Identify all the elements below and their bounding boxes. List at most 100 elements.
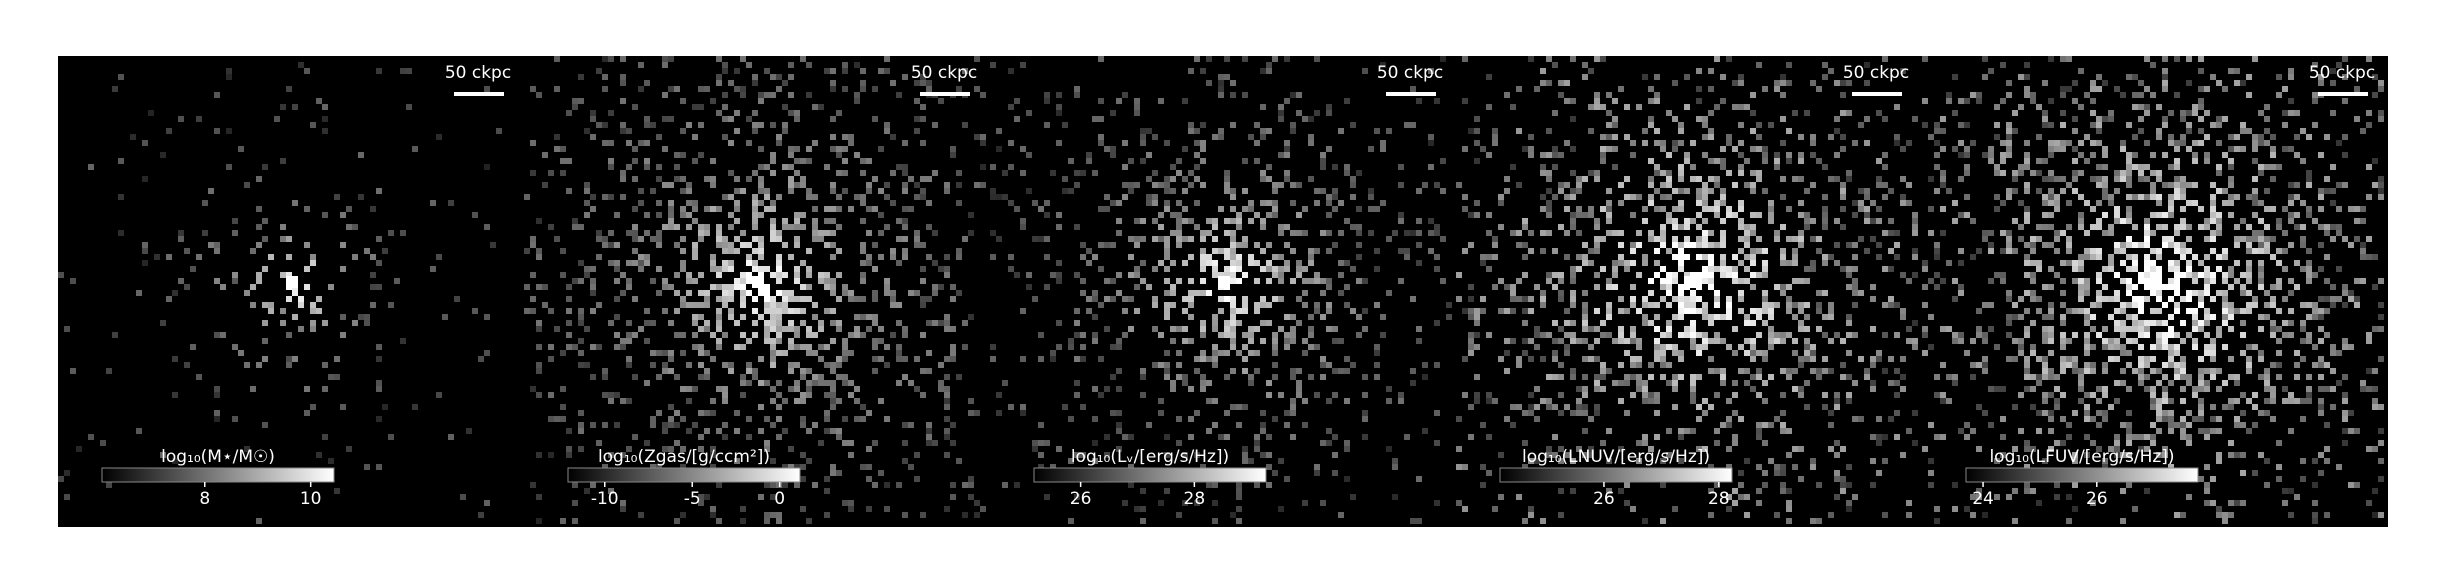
pixel <box>806 284 812 290</box>
pixel <box>2258 248 2264 254</box>
pixel <box>1188 122 1194 128</box>
pixel <box>578 314 584 320</box>
pixel <box>806 350 812 356</box>
pixel <box>1762 440 1768 446</box>
pixel <box>1940 362 1946 368</box>
pixel <box>1528 356 1534 362</box>
pixel <box>1828 410 1834 416</box>
pixel <box>2108 338 2114 344</box>
pixel <box>1894 380 1900 386</box>
pixel <box>1756 170 1762 176</box>
pixel <box>1744 278 1750 284</box>
pixel <box>1982 368 1988 374</box>
pixel <box>1744 158 1750 164</box>
pixel <box>1320 158 1326 164</box>
pixel <box>1964 506 1970 512</box>
pixel <box>746 242 752 248</box>
pixel <box>968 494 974 500</box>
pixel <box>2264 290 2270 296</box>
pixel <box>1888 416 1894 422</box>
pixel <box>1350 308 1356 314</box>
pixel <box>1086 158 1092 164</box>
pixel <box>2240 500 2246 506</box>
pixel <box>1940 230 1946 236</box>
pixel <box>1362 410 1368 416</box>
pixel <box>860 416 866 422</box>
pixel <box>2270 296 2276 302</box>
pixel <box>2018 200 2024 206</box>
pixel <box>1678 224 1684 230</box>
pixel <box>560 350 566 356</box>
pixel <box>1278 326 1284 332</box>
pixel <box>530 170 536 176</box>
pixel <box>572 518 578 524</box>
pixel <box>1188 128 1194 134</box>
pixel <box>1158 236 1164 242</box>
pixel <box>1732 212 1738 218</box>
pixel <box>1958 152 1964 158</box>
pixel <box>1242 356 1248 362</box>
pixel <box>830 188 836 194</box>
pixel <box>1576 254 1582 260</box>
pixel <box>788 152 794 158</box>
pixel <box>1982 152 1988 158</box>
pixel <box>2102 464 2108 470</box>
pixel <box>1098 302 1104 308</box>
pixel <box>1720 380 1726 386</box>
pixel <box>704 176 710 182</box>
pixel <box>1582 410 1588 416</box>
pixel <box>1678 260 1684 266</box>
pixel <box>2228 284 2234 290</box>
pixel <box>1690 332 1696 338</box>
pixel <box>626 164 632 170</box>
pixel <box>1110 152 1116 158</box>
pixel <box>926 428 932 434</box>
pixel <box>1224 74 1230 80</box>
pixel <box>770 512 776 518</box>
pixel <box>1498 452 1504 458</box>
pixel <box>2084 410 2090 416</box>
pixel <box>2036 308 2042 314</box>
pixel <box>602 236 608 242</box>
pixel <box>686 200 692 206</box>
pixel <box>710 410 716 416</box>
pixel <box>1056 344 1062 350</box>
pixel <box>866 314 872 320</box>
pixel <box>758 242 764 248</box>
pixel <box>674 308 680 314</box>
pixel <box>280 104 286 110</box>
pixel <box>1128 272 1134 278</box>
pixel <box>1624 374 1630 380</box>
pixel <box>2108 404 2114 410</box>
pixel <box>990 194 996 200</box>
pixel <box>608 140 614 146</box>
pixel <box>1570 56 1576 62</box>
pixel <box>1182 326 1188 332</box>
pixel <box>1056 110 1062 116</box>
pixel <box>1218 86 1224 92</box>
pixel <box>1618 326 1624 332</box>
pixel <box>1624 104 1630 110</box>
pixel <box>2258 242 2264 248</box>
pixel <box>328 374 334 380</box>
pixel <box>1738 218 1744 224</box>
pixel <box>1422 362 1428 368</box>
pixel <box>1756 122 1762 128</box>
pixel <box>2168 362 2174 368</box>
pixel <box>1994 344 2000 350</box>
pixel <box>926 350 932 356</box>
pixel <box>716 482 722 488</box>
pixel <box>1308 248 1314 254</box>
pixel <box>1504 92 1510 98</box>
pixel <box>1964 146 1970 152</box>
pixel <box>2216 512 2222 518</box>
pixel <box>794 272 800 278</box>
pixel <box>896 356 902 362</box>
pixel <box>2066 518 2072 524</box>
pixel <box>1362 416 1368 422</box>
pixel <box>1332 452 1338 458</box>
pixel <box>2306 302 2312 308</box>
pixel <box>2252 404 2258 410</box>
pixel <box>256 242 262 248</box>
pixel <box>1774 158 1780 164</box>
